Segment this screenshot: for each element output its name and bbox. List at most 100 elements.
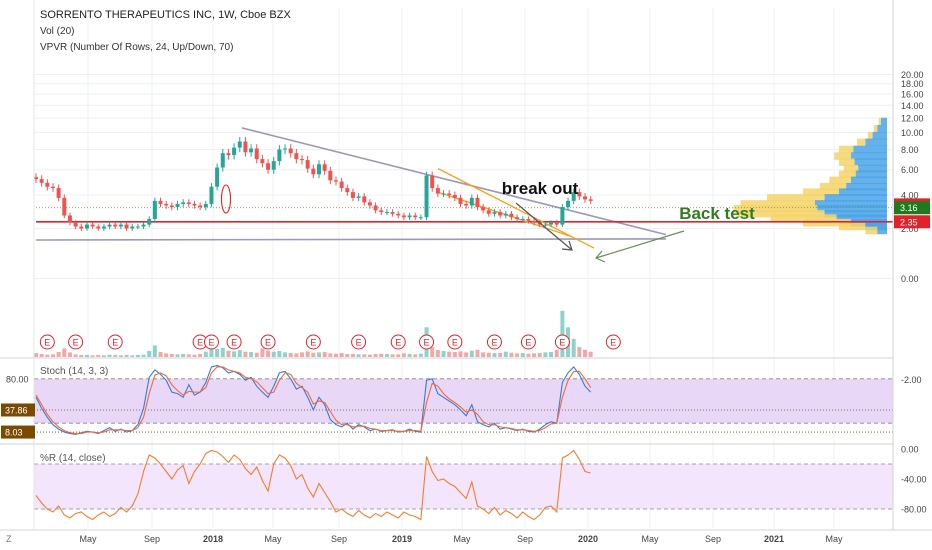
candle-body (532, 220, 537, 223)
candle-body (560, 207, 565, 225)
volume-bar (345, 354, 350, 357)
candle-body (45, 182, 50, 187)
candle-body (333, 180, 338, 182)
candle-body (430, 175, 435, 189)
earnings-marker-label: E (231, 338, 237, 348)
volume-bar (249, 352, 254, 357)
earnings-marker (68, 334, 84, 350)
volume-bar (571, 338, 576, 357)
candle-body (322, 164, 327, 171)
candle-body (294, 153, 299, 160)
vpvr-up-bar (865, 222, 887, 231)
volume-bar (384, 354, 389, 357)
volume-bar (515, 353, 520, 357)
volume-bar (209, 345, 214, 357)
candle-body (345, 188, 350, 193)
back-test-label: Back test (679, 204, 755, 223)
vpvr-up-bar (824, 194, 887, 202)
volume-bar (169, 354, 174, 357)
vpvr-down-bar (819, 182, 847, 191)
volume-bar (441, 351, 446, 357)
candle-body (118, 224, 123, 227)
candle-body (464, 203, 469, 206)
volume-bar (198, 354, 203, 357)
candle-body (407, 215, 412, 218)
vpvr-up-bar (846, 182, 887, 191)
candle-body (413, 215, 418, 218)
williams-band (34, 464, 893, 509)
volume-bar (486, 352, 491, 357)
price-tick-label: 14.00 (901, 101, 924, 111)
volume-bar (430, 347, 435, 357)
earnings-marker-label: E (559, 338, 565, 348)
time-tick-label: Sep (144, 534, 160, 544)
earnings-marker (260, 334, 276, 350)
vpvr-down-bar (803, 218, 851, 227)
vpvr-down-bar (740, 200, 815, 208)
vpvr-down-bar (839, 158, 855, 166)
candle-body (158, 200, 163, 204)
volume-bar (413, 354, 418, 357)
candle-body (311, 168, 316, 175)
candle-body (220, 153, 225, 168)
price-tick-label: -2.00 (901, 375, 922, 385)
peak-highlight-circle (220, 184, 232, 214)
candle-body (56, 188, 61, 198)
candle-body (390, 212, 395, 214)
time-tick-label: Sep (517, 534, 533, 544)
earnings-marker (226, 334, 242, 350)
vpvr-down-bar (857, 138, 866, 147)
volume-bar (333, 353, 338, 357)
earnings-marker (39, 334, 55, 350)
vpvr-down-bar (839, 145, 854, 154)
volume-bar (452, 352, 457, 357)
volume-bar (492, 353, 497, 357)
stoch-d-line (35, 366, 592, 435)
volume-bar (294, 353, 299, 357)
candle-body (277, 149, 282, 162)
time-tick-label: 2021 (764, 534, 784, 544)
volume-bar (362, 354, 367, 357)
volume-bar (305, 351, 310, 357)
volume-bar (401, 353, 406, 357)
volume-bar (203, 351, 208, 357)
vpvr-up-bar (877, 124, 887, 133)
corner-label: Z (6, 534, 12, 544)
volume-bar (101, 355, 106, 357)
candle-body (379, 210, 384, 213)
candle-body (503, 213, 508, 216)
volume-bar (339, 353, 344, 357)
back-test-arrow-head (595, 250, 606, 263)
candle-body (260, 159, 265, 164)
candle-body (192, 203, 197, 206)
vpvr-up-bar (877, 226, 887, 235)
candle-body (492, 212, 497, 214)
candle-body (583, 196, 588, 200)
volume-bar (543, 352, 548, 357)
candle-body (271, 161, 276, 170)
price-tick-label: 10.00 (901, 128, 924, 138)
candle-body (543, 224, 548, 226)
candle-body (101, 226, 106, 229)
volume-bar (56, 352, 61, 357)
volume-bar (447, 351, 452, 357)
candle-body (362, 196, 367, 203)
volume-bar (311, 352, 316, 357)
candle-body (526, 219, 531, 221)
chart-annotations: break out Back test (220, 179, 755, 263)
volume-bar (50, 354, 55, 357)
volume-bar (158, 352, 163, 357)
vpvr-down-bar (829, 176, 851, 185)
break-out-arrow-head (561, 240, 573, 251)
time-tick-label: Sep (331, 534, 347, 544)
volume-bar (498, 353, 503, 357)
earnings-marker-label: E (265, 338, 271, 348)
volume-bar (588, 351, 593, 357)
volume-bar (73, 354, 78, 357)
volume-bar (532, 353, 537, 357)
price-tick-label: 18.00 (901, 79, 924, 89)
time-tick-label: Sep (705, 534, 721, 544)
vpvr-up-bar (851, 218, 887, 227)
